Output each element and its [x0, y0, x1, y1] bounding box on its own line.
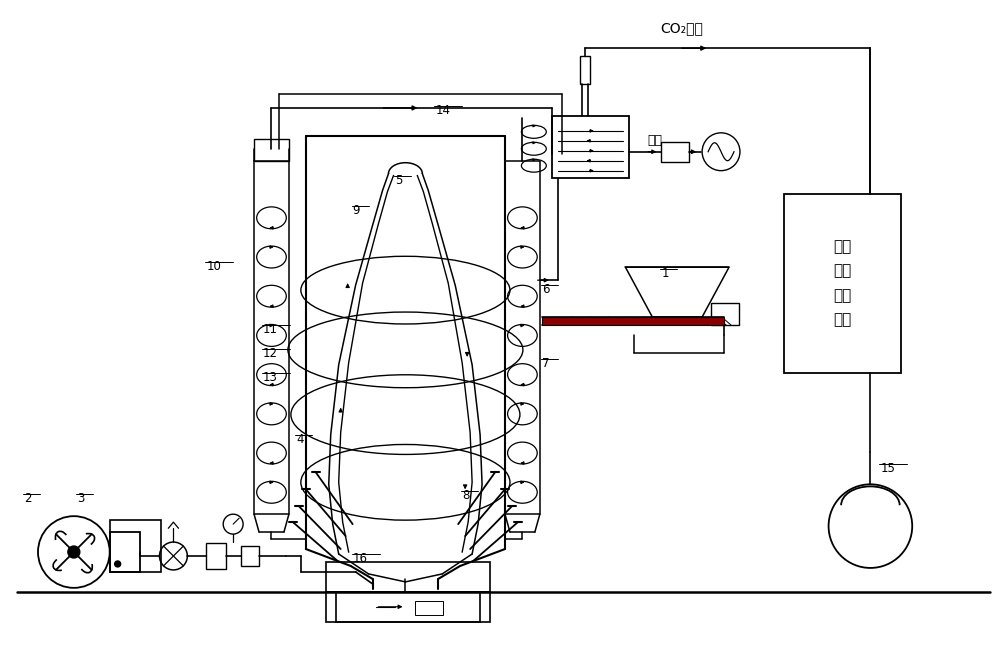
Text: 5: 5	[395, 174, 403, 186]
Text: 9: 9	[353, 204, 360, 217]
Bar	[110, 532, 140, 572]
Bar	[254, 161, 289, 514]
Bar	[110, 520, 161, 572]
Bar	[784, 194, 901, 373]
Text: 14: 14	[435, 104, 450, 117]
Text: CO₂气体: CO₂气体	[660, 21, 703, 35]
Text: 11: 11	[263, 323, 278, 336]
Text: 4: 4	[296, 433, 303, 446]
Text: 12: 12	[263, 347, 278, 360]
Circle shape	[68, 546, 80, 558]
Bar	[336, 592, 480, 622]
Bar	[552, 116, 629, 177]
Bar	[505, 161, 540, 514]
Text: 3: 3	[77, 492, 84, 505]
Bar	[326, 592, 490, 622]
Text: 1: 1	[661, 267, 669, 280]
Text: 7: 7	[542, 357, 549, 370]
Bar	[206, 543, 226, 569]
Text: 8: 8	[462, 490, 470, 502]
Text: 13: 13	[263, 371, 278, 384]
Bar	[711, 303, 739, 325]
Circle shape	[115, 561, 121, 567]
Bar	[542, 317, 724, 325]
Text: 提纯
去水
除尘
设备: 提纯 去水 除尘 设备	[833, 239, 852, 328]
Bar	[326, 562, 490, 592]
Text: 15: 15	[880, 462, 895, 475]
Bar	[661, 142, 689, 162]
Text: 2: 2	[24, 492, 32, 505]
Bar	[241, 546, 259, 566]
Text: 10: 10	[206, 261, 221, 273]
Bar	[580, 56, 590, 84]
Bar	[254, 139, 289, 161]
Text: 发电: 发电	[647, 134, 662, 147]
Text: 6: 6	[542, 283, 549, 296]
Text: 16: 16	[353, 552, 368, 565]
Bar	[415, 600, 443, 615]
